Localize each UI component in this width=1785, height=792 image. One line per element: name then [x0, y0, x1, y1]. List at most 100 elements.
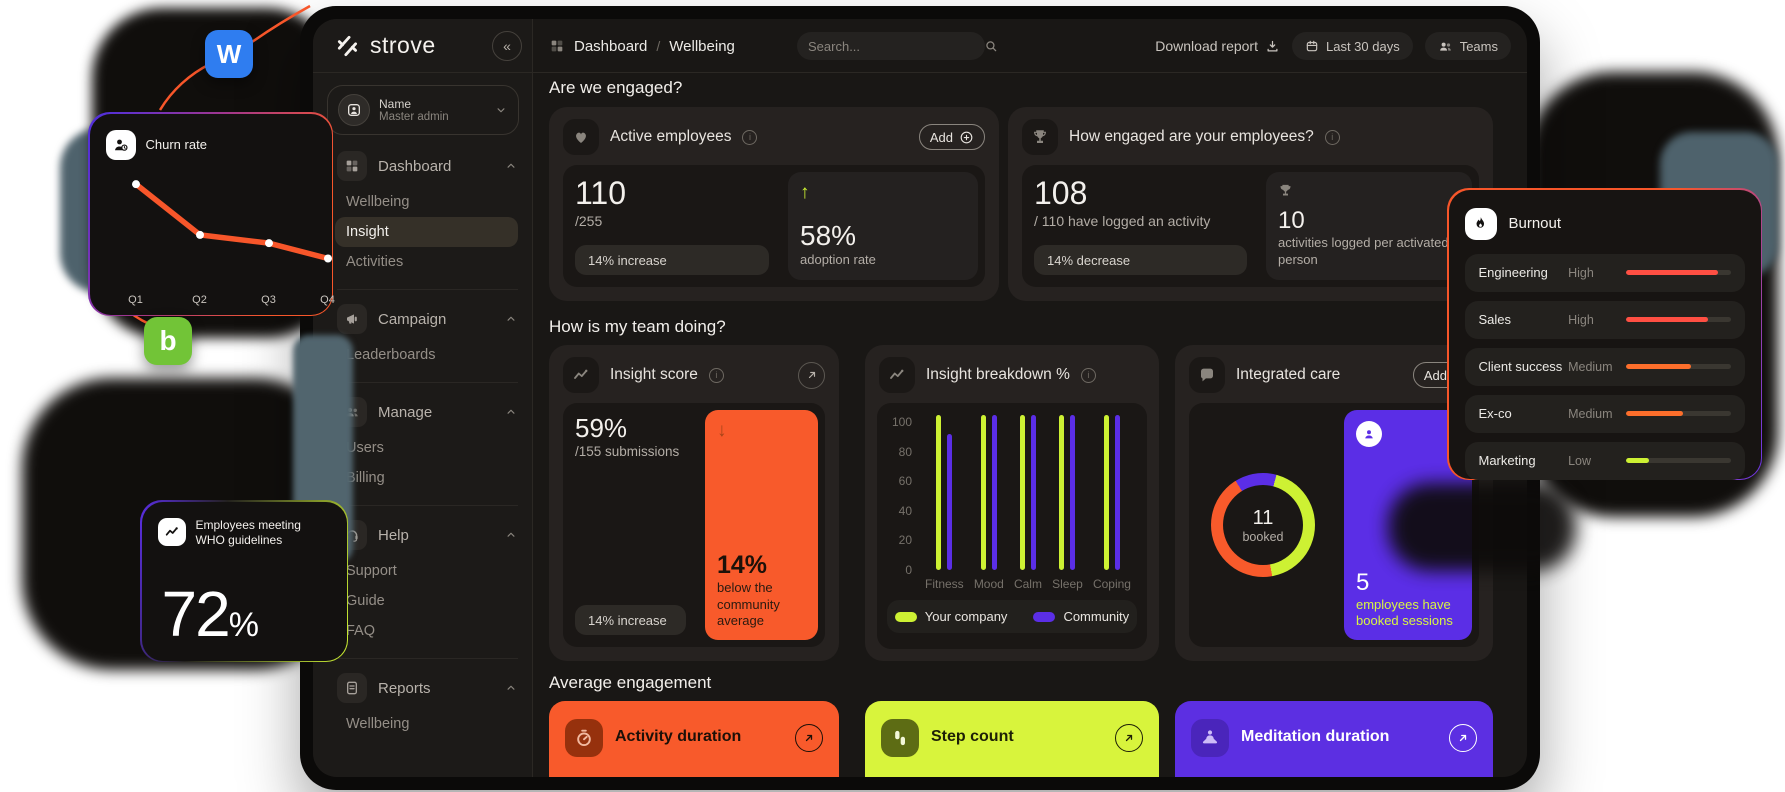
info-icon[interactable]: i	[742, 129, 758, 145]
adoption-label: adoption rate	[800, 252, 876, 268]
sidebar-item-support[interactable]: Support	[346, 563, 397, 579]
insight-score-value: 59%	[575, 413, 628, 443]
calendar-icon	[1306, 40, 1318, 52]
sidebar-item-wellbeing[interactable]: Wellbeing	[346, 194, 410, 210]
engagement-card-timer[interactable]: Activity duration	[549, 701, 839, 777]
legend-item: Community	[1033, 609, 1129, 624]
breadcrumb-page[interactable]: Wellbeing	[669, 37, 735, 55]
active-employees-card: Active employees i Add 110 /255 14% incr…	[549, 107, 999, 301]
burnout-row-ex-co: Ex-co Medium	[1464, 394, 1745, 433]
info-icon[interactable]: i	[1324, 129, 1340, 145]
sidebar-collapse-button[interactable]: «	[492, 31, 522, 61]
tablet-frame: strove « Name Master admin Dashboard W	[300, 6, 1540, 790]
download-report-button[interactable]: Download report	[1155, 38, 1280, 54]
integrated-care-card: Integrated care Add 11 booked	[1175, 345, 1493, 661]
sidebar-section-help[interactable]: Help	[337, 518, 518, 552]
app-icon-w[interactable]: W	[205, 30, 253, 78]
churn-line-chart	[131, 179, 332, 262]
engagement-card-title: Activity duration	[615, 728, 742, 745]
sidebar-item-insight[interactable]: Insight	[335, 217, 518, 247]
download-icon	[1267, 40, 1278, 51]
section-label: Dashboard	[378, 157, 452, 175]
date-range-button[interactable]: Last 30 days	[1291, 32, 1413, 60]
trend-icon	[879, 357, 915, 393]
churn-x-label: Q4	[320, 293, 335, 306]
bar	[947, 433, 953, 570]
flame-icon	[1464, 207, 1497, 240]
info-icon[interactable]: i	[708, 367, 724, 383]
app-window: strove « Name Master admin Dashboard W	[313, 19, 1527, 777]
booked-value: 5	[1356, 568, 1370, 596]
avatar	[338, 94, 370, 126]
section-label: Help	[378, 526, 409, 544]
burnout-bar	[1625, 411, 1731, 416]
y-tick: 60	[898, 474, 912, 489]
bookings-donut-chart: 11 booked	[1211, 473, 1315, 577]
logo-row: strove «	[313, 19, 532, 73]
churn-person-icon	[105, 129, 136, 160]
breadcrumb-section[interactable]: Dashboard	[574, 37, 648, 55]
section-heading-team: How is my team doing?	[549, 317, 726, 336]
trend-icon	[563, 357, 599, 393]
teams-button[interactable]: Teams	[1424, 32, 1511, 60]
sidebar-item-leaderboards[interactable]: Leaderboards	[346, 347, 436, 363]
open-timer-button[interactable]	[795, 724, 823, 752]
burnout-level: Low	[1568, 453, 1592, 468]
bar	[1114, 415, 1120, 570]
engagement-card-steps[interactable]: Step count	[865, 701, 1159, 777]
change-badge: 14% decrease	[1034, 245, 1247, 275]
bar-group: Mood	[974, 415, 1004, 591]
info-icon[interactable]: i	[1080, 367, 1096, 383]
open-insight-score-button[interactable]	[798, 361, 825, 389]
search-icon	[984, 39, 998, 53]
app-icon-b[interactable]: b	[144, 317, 192, 365]
people-icon	[346, 407, 358, 417]
x-category-label: Sleep	[1052, 577, 1083, 591]
engagement-card-title: Meditation duration	[1241, 728, 1390, 745]
sidebar-section-campaign[interactable]: Campaign	[337, 302, 518, 336]
engagement-card-title: Step count	[931, 728, 1014, 745]
bar	[1070, 415, 1076, 570]
section-label: Reports	[378, 679, 431, 697]
bar-group: Fitness	[925, 415, 964, 591]
card-title: Integrated care	[1236, 366, 1341, 383]
arrow-up-right-icon	[1459, 734, 1467, 742]
open-meditation-button[interactable]	[1449, 724, 1477, 752]
chart-legend: Your company Community	[887, 600, 1137, 633]
search-input[interactable]	[808, 38, 984, 54]
people-icon	[1439, 42, 1451, 51]
profile-menu[interactable]: Name Master admin	[327, 85, 519, 135]
download-report-label: Download report	[1155, 38, 1258, 54]
open-steps-button[interactable]	[1115, 724, 1143, 752]
insight-score-card: Insight score i 59% /155 submissions 14%…	[549, 345, 839, 661]
sidebar-section-reports[interactable]: Reports	[337, 671, 518, 705]
chevron-up-icon	[507, 163, 515, 168]
delta-label: below the community average	[717, 580, 780, 628]
meditation-icon	[1202, 730, 1218, 744]
x-category-label: Coping	[1092, 577, 1131, 591]
burnout-row-marketing: Marketing Low	[1464, 441, 1745, 480]
sidebar-item-users[interactable]: Users	[346, 440, 384, 456]
engagement-card-meditation[interactable]: Meditation duration	[1175, 701, 1493, 777]
sidebar-item-wellbeing[interactable]: Wellbeing	[346, 716, 410, 732]
bar	[1103, 415, 1109, 570]
engagement-value: 108	[1034, 175, 1088, 211]
search-bar[interactable]	[797, 32, 997, 60]
sidebar-item-billing[interactable]: Billing	[346, 470, 385, 486]
sidebar-item-activities[interactable]: Activities	[346, 254, 404, 270]
churn-x-labels: Q1 Q2 Q3 Q4	[90, 294, 335, 310]
trophy-icon	[1022, 119, 1058, 155]
per-person-subcard: 10 activities logged per activated perso…	[1266, 172, 1472, 280]
delta-value: 14%	[717, 551, 768, 580]
sidebar-item-faq[interactable]: FAQ	[346, 623, 376, 639]
sidebar-section-manage[interactable]: Manage	[337, 395, 518, 429]
burnout-title: Burnout	[1508, 215, 1562, 232]
add-employees-button[interactable]: Add	[918, 124, 985, 150]
legend-swatch	[894, 611, 917, 622]
sidebar-item-guide[interactable]: Guide	[346, 593, 385, 609]
section-label: Campaign	[378, 310, 447, 328]
divider	[337, 289, 518, 290]
sidebar-section-dashboard[interactable]: Dashboard	[337, 149, 518, 183]
churn-x-label: Q1	[128, 293, 143, 306]
team-name: Engineering	[1478, 265, 1548, 280]
